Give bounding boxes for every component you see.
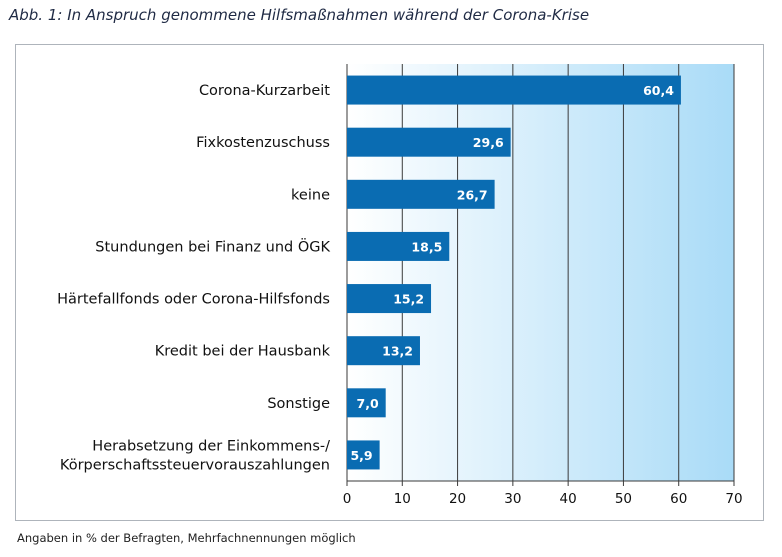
x-tick-label: 0 [343,491,352,507]
x-tick-label: 10 [394,491,411,507]
category-label: Sonstige [267,396,330,412]
bar [347,388,386,418]
category-label: Fixkostenzuschuss [196,135,330,151]
x-tick-label: 20 [449,491,466,507]
bar-value-label: 7,0 [357,396,379,411]
bar [347,75,681,105]
category-label: keine [291,187,330,203]
category-label: Herabsetzung der Einkommens-/ [92,438,330,454]
category-label: Kredit bei der Hausbank [155,344,331,360]
bar-value-label: 5,9 [350,448,372,463]
bar-value-label: 26,7 [457,187,488,202]
category-label: Corona-Kurzarbeit [199,83,330,99]
bar-value-label: 29,6 [473,135,504,150]
bar [347,231,450,261]
figure-footnote: Angaben in % der Befragten, Mehrfachnenn… [17,531,356,545]
bar-value-label: 18,5 [411,239,442,254]
bar [347,440,380,470]
figure-title: Abb. 1: In Anspruch genommene Hilfsmaßna… [9,6,590,24]
bar-value-label: 60,4 [643,83,674,98]
bar [347,127,511,157]
plot-area [347,64,734,481]
category-label: Körperschaftssteuervorauszahlungen [60,457,330,473]
bar-value-label: 13,2 [382,344,413,359]
x-tick-label: 40 [560,491,577,507]
category-label: Stundungen bei Finanz und ÖGK [95,237,330,255]
bar-value-label: 15,2 [393,292,424,307]
x-tick-label: 30 [504,491,521,507]
bar [347,179,495,209]
x-tick-label: 60 [670,491,687,507]
x-tick-label: 70 [725,491,742,507]
category-label: Härtefallfonds oder Corona-Hilfsfonds [57,292,330,308]
bar [347,284,432,314]
bar [347,336,420,366]
x-tick-label: 50 [615,491,632,507]
